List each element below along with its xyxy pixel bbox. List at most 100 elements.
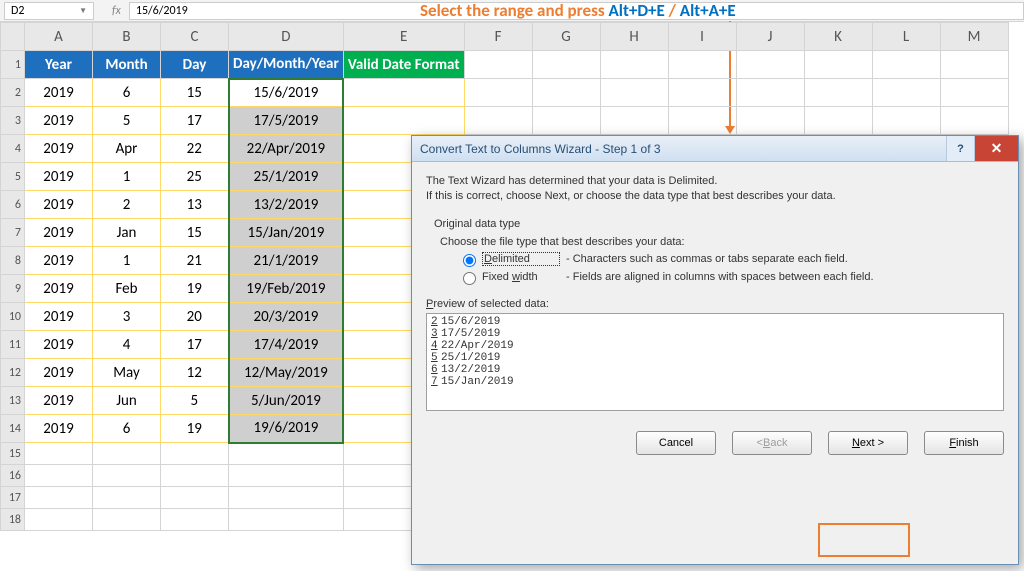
- fx-icon[interactable]: fx: [94, 4, 129, 18]
- cell[interactable]: [532, 107, 600, 135]
- row-head-13[interactable]: 13: [1, 387, 25, 415]
- radio-fixed-row[interactable]: Fixed width - Fields are aligned in colu…: [458, 269, 994, 285]
- cell[interactable]: 6: [93, 79, 161, 107]
- cell[interactable]: 15: [161, 79, 229, 107]
- cell[interactable]: [464, 51, 532, 79]
- cell[interactable]: 25: [161, 163, 229, 191]
- cell-selected[interactable]: 12/May/2019: [229, 359, 344, 387]
- cell[interactable]: 13: [161, 191, 229, 219]
- radio-delimited-row[interactable]: Delimited - Characters such as commas or…: [458, 251, 994, 267]
- col-head-E[interactable]: E: [343, 23, 464, 51]
- cell[interactable]: 15: [161, 219, 229, 247]
- cell[interactable]: 2019: [25, 191, 93, 219]
- hdr-year[interactable]: Year: [25, 51, 93, 79]
- row-head-12[interactable]: 12: [1, 359, 25, 387]
- cell[interactable]: [532, 51, 600, 79]
- cell[interactable]: [872, 79, 940, 107]
- col-head-K[interactable]: K: [804, 23, 872, 51]
- close-button[interactable]: ✕: [974, 136, 1018, 161]
- row-head-6[interactable]: 6: [1, 191, 25, 219]
- row-head-4[interactable]: 4: [1, 135, 25, 163]
- cell[interactable]: 2: [93, 191, 161, 219]
- cell[interactable]: 3: [93, 303, 161, 331]
- cell[interactable]: 22: [161, 135, 229, 163]
- hdr-day[interactable]: Day: [161, 51, 229, 79]
- cell[interactable]: 19: [161, 415, 229, 443]
- cell[interactable]: [229, 465, 344, 487]
- cell[interactable]: [229, 443, 344, 465]
- finish-button[interactable]: Finish: [924, 431, 1004, 455]
- cell[interactable]: Jun: [93, 387, 161, 415]
- row-head-14[interactable]: 14: [1, 415, 25, 443]
- cell[interactable]: [161, 443, 229, 465]
- col-head-L[interactable]: L: [872, 23, 940, 51]
- name-box[interactable]: D2 ▼: [4, 2, 94, 20]
- row-head-11[interactable]: 11: [1, 331, 25, 359]
- cell[interactable]: 17: [161, 107, 229, 135]
- cell[interactable]: 17: [161, 331, 229, 359]
- cell-selected[interactable]: 19/6/2019: [229, 415, 344, 443]
- cell[interactable]: 19: [161, 275, 229, 303]
- cell[interactable]: [93, 487, 161, 509]
- cell[interactable]: 6: [93, 415, 161, 443]
- preview-box[interactable]: 215/6/2019317/5/2019422/Apr/2019525/1/20…: [426, 313, 1004, 411]
- col-head-M[interactable]: M: [940, 23, 1008, 51]
- cell[interactable]: [872, 107, 940, 135]
- cell[interactable]: 20: [161, 303, 229, 331]
- row-head-9[interactable]: 9: [1, 275, 25, 303]
- next-button[interactable]: Next >: [828, 431, 908, 455]
- cell[interactable]: Feb: [93, 275, 161, 303]
- cell[interactable]: Jan: [93, 219, 161, 247]
- cell[interactable]: [343, 79, 464, 107]
- cell-selected[interactable]: 20/3/2019: [229, 303, 344, 331]
- cell[interactable]: 1: [93, 247, 161, 275]
- cell[interactable]: 2019: [25, 331, 93, 359]
- cell[interactable]: [600, 79, 668, 107]
- cell[interactable]: 2019: [25, 275, 93, 303]
- cell-selected[interactable]: 21/1/2019: [229, 247, 344, 275]
- cell[interactable]: [25, 465, 93, 487]
- cell[interactable]: [93, 465, 161, 487]
- cell[interactable]: [668, 107, 736, 135]
- cell[interactable]: 2019: [25, 219, 93, 247]
- col-head-J[interactable]: J: [736, 23, 804, 51]
- cell[interactable]: [940, 107, 1008, 135]
- cell-selected[interactable]: 22/Apr/2019: [229, 135, 344, 163]
- cell[interactable]: [343, 107, 464, 135]
- row-head-18[interactable]: 18: [1, 509, 25, 531]
- cell[interactable]: 5: [93, 107, 161, 135]
- cell[interactable]: [600, 107, 668, 135]
- col-head-I[interactable]: I: [668, 23, 736, 51]
- dialog-title-bar[interactable]: Convert Text to Columns Wizard - Step 1 …: [412, 136, 1018, 162]
- col-head-B[interactable]: B: [93, 23, 161, 51]
- row-head-3[interactable]: 3: [1, 107, 25, 135]
- cell[interactable]: [736, 79, 804, 107]
- cancel-button[interactable]: Cancel: [636, 431, 716, 455]
- cell-selected[interactable]: 5/Jun/2019: [229, 387, 344, 415]
- cell-selected[interactable]: 15/Jan/2019: [229, 219, 344, 247]
- cell-selected[interactable]: 17/5/2019: [229, 107, 344, 135]
- hdr-dmy[interactable]: Day/Month/Year: [229, 51, 344, 79]
- cell[interactable]: 21: [161, 247, 229, 275]
- row-head-1[interactable]: 1: [1, 51, 25, 79]
- cell[interactable]: 2019: [25, 415, 93, 443]
- col-head-H[interactable]: H: [600, 23, 668, 51]
- row-head-7[interactable]: 7: [1, 219, 25, 247]
- cell[interactable]: 2019: [25, 303, 93, 331]
- cell-selected[interactable]: 25/1/2019: [229, 163, 344, 191]
- select-all[interactable]: [1, 23, 25, 51]
- row-head-17[interactable]: 17: [1, 487, 25, 509]
- cell[interactable]: [532, 79, 600, 107]
- cell[interactable]: [25, 443, 93, 465]
- row-head-5[interactable]: 5: [1, 163, 25, 191]
- cell[interactable]: [872, 51, 940, 79]
- col-head-D[interactable]: D: [229, 23, 344, 51]
- cell-selected[interactable]: 13/2/2019: [229, 191, 344, 219]
- row-head-8[interactable]: 8: [1, 247, 25, 275]
- cell[interactable]: [161, 509, 229, 531]
- cell[interactable]: [93, 509, 161, 531]
- row-head-10[interactable]: 10: [1, 303, 25, 331]
- cell-selected[interactable]: 19/Feb/2019: [229, 275, 344, 303]
- radio-delimited[interactable]: [463, 254, 476, 267]
- cell[interactable]: [668, 51, 736, 79]
